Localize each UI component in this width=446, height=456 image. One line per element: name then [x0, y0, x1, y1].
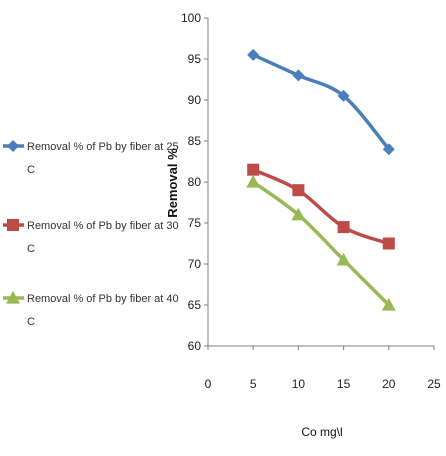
x-tick-label: 10: [292, 377, 306, 391]
legend-swatch-marker: [7, 219, 19, 231]
legend-label: Removal % of Pb by fiber at 40: [27, 293, 179, 305]
y-tick-label: 80: [188, 175, 202, 189]
data-point-series-2: [382, 237, 395, 250]
legend-label: C: [27, 164, 35, 176]
legend-label: C: [27, 316, 35, 328]
legend-label: Removal % of Pb by fiber at 25: [27, 141, 179, 153]
data-point-series-3: [246, 175, 261, 188]
series-line-2: [252, 168, 390, 246]
legend-item-3: Removal % of Pb by fiber at 40 C: [3, 291, 179, 328]
data-point-series-1: [337, 89, 350, 102]
series-lines: [252, 53, 391, 307]
data-point-series-3: [291, 207, 306, 221]
y-axis-label: Removal %: [165, 148, 180, 218]
legend-swatch-marker: [7, 140, 19, 152]
y-tick-label: 75: [188, 216, 202, 230]
y-tick-label: 100: [181, 11, 201, 25]
data-point-series-2: [292, 184, 305, 197]
x-tick-label: 0: [205, 377, 212, 391]
data-point-series-1: [247, 48, 260, 61]
y-tick-label: 60: [188, 339, 202, 353]
y-axis-ticks: 60 65 70 75 80 85 90 95 100: [181, 11, 208, 353]
legend-item-2: Removal % of Pb by fiber at 30 C: [3, 219, 179, 255]
legend-item-1: Removal % of Pb by fiber at 25 C: [3, 140, 179, 176]
data-point-series-3: [381, 298, 396, 311]
data-point-series-2: [247, 163, 260, 176]
y-tick-label: 70: [188, 257, 202, 271]
data-point-series-3: [336, 252, 351, 266]
x-tick-label: 15: [337, 377, 351, 391]
legend-label: Removal % of Pb by fiber at 30: [27, 220, 179, 232]
series-line-3: [252, 180, 391, 307]
plot-axes: [207, 18, 434, 347]
data-point-series-1: [292, 69, 305, 82]
data-point-series-1: [382, 143, 395, 156]
y-tick-label: 95: [188, 52, 202, 66]
y-tick-label: 85: [188, 134, 202, 148]
y-tick-label: 65: [188, 298, 202, 312]
data-point-series-2: [337, 221, 350, 234]
x-tick-label: 5: [250, 377, 257, 391]
x-axis-label: Co mg\l: [301, 425, 342, 439]
series-line-1: [252, 53, 391, 151]
legend-label: C: [27, 243, 35, 255]
legend-swatch-marker: [6, 291, 20, 304]
x-tick-label: 25: [427, 377, 441, 391]
y-tick-label: 90: [188, 93, 202, 107]
x-tick-label: 20: [382, 377, 396, 391]
x-axis-ticks: 0 5 10 15 20 25: [205, 346, 441, 391]
series-markers: [246, 48, 396, 311]
